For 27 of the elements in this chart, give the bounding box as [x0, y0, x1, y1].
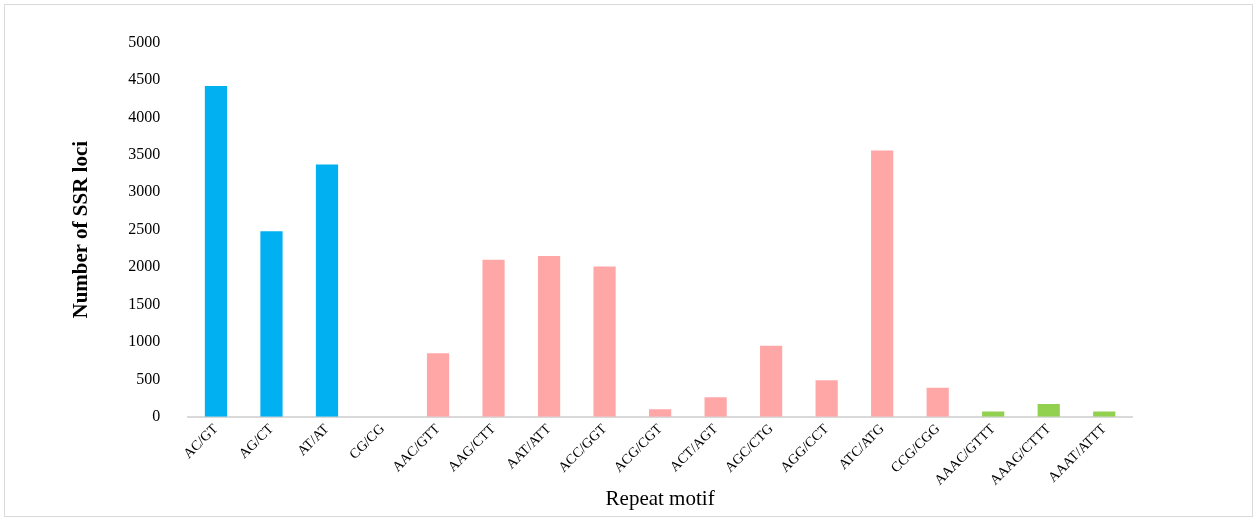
y-tick-label: 1500: [128, 294, 161, 312]
y-tick-label: 3500: [128, 145, 161, 163]
bar: [649, 409, 672, 417]
y-tick-label: 3000: [128, 182, 161, 200]
bar: [482, 259, 505, 417]
x-axis-title: Repeat motif: [605, 485, 715, 510]
bar: [204, 86, 228, 417]
bar: [871, 150, 894, 417]
bar: [426, 353, 450, 417]
bar: [315, 164, 339, 417]
y-tick-label: 500: [136, 369, 161, 387]
bar: [704, 397, 727, 417]
y-tick-label: 5000: [128, 32, 161, 50]
y-tick-label: 4500: [128, 70, 161, 88]
y-tick-label: 2000: [128, 257, 161, 275]
bar: [1037, 404, 1060, 417]
bar: [260, 231, 283, 417]
y-axis-title: Number of SSR loci: [68, 140, 93, 319]
y-tick-label: 1000: [128, 332, 161, 350]
y-tick-label: 4000: [128, 107, 161, 125]
y-tick-label: 0: [152, 407, 161, 425]
bar: [926, 387, 949, 417]
bar: [593, 266, 616, 417]
bar: [815, 380, 838, 417]
bar: [537, 255, 561, 417]
bar: [760, 345, 783, 417]
y-tick-label: 2500: [128, 219, 161, 237]
